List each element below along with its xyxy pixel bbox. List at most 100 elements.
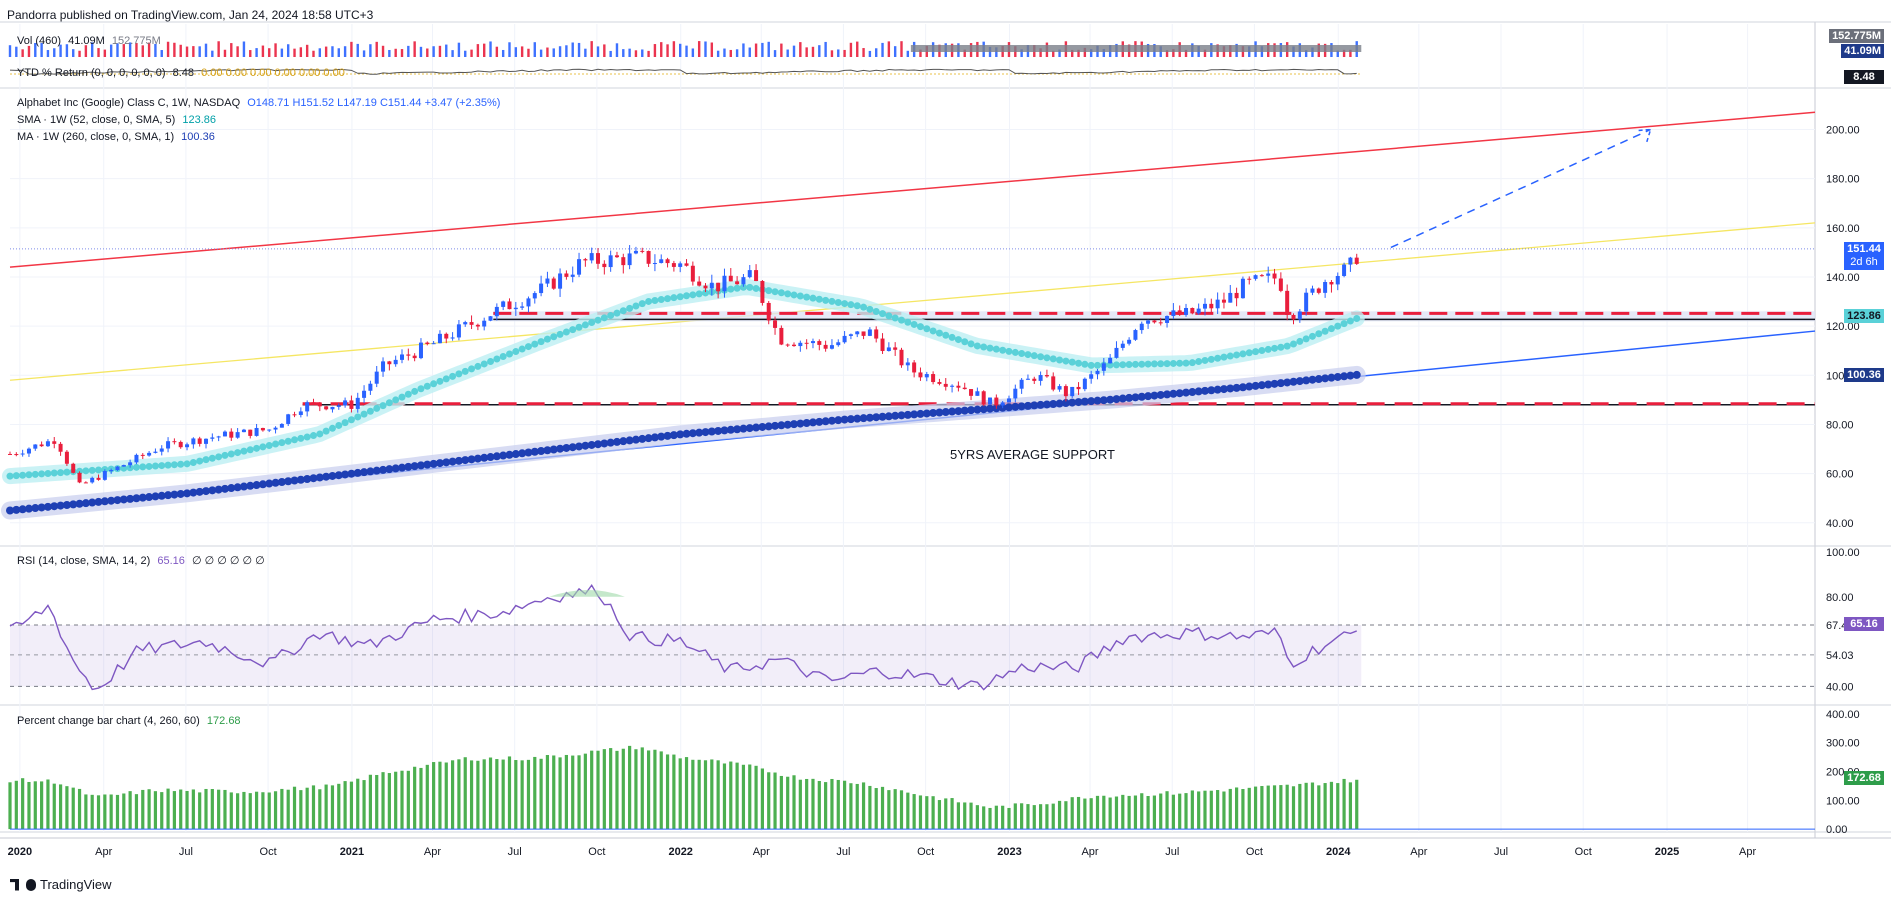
pct-change-bar <box>1140 793 1144 830</box>
pct-change-bar <box>520 760 524 830</box>
pct-change-bar <box>982 806 986 830</box>
candle-body <box>1329 281 1334 285</box>
ma260-point <box>979 405 988 414</box>
pct-change-bar <box>533 756 537 830</box>
pct-change-bar <box>1329 781 1334 830</box>
sma52-point <box>1119 361 1127 369</box>
ma260-point <box>1251 381 1260 390</box>
ma260-point <box>720 426 729 435</box>
pct-change-bar <box>330 785 335 830</box>
ma260-point <box>568 443 577 452</box>
candle-body <box>1291 314 1296 320</box>
candle-body <box>1285 290 1290 315</box>
pct-change-bar <box>362 780 366 830</box>
ma260-point <box>404 462 413 471</box>
candle-body <box>1221 299 1226 303</box>
ma260-point <box>379 465 388 474</box>
ma260-point <box>688 429 697 438</box>
candle-body <box>185 444 190 448</box>
pct-change-bar <box>280 788 284 830</box>
sma52-point <box>1112 361 1120 369</box>
sma52-point <box>1081 360 1089 368</box>
volume-bar <box>34 42 37 57</box>
sma52-point <box>240 447 248 455</box>
candle-body <box>842 335 847 343</box>
pct-change-bar <box>1083 798 1087 830</box>
candle-body <box>210 437 215 439</box>
volume-bar <box>394 48 397 57</box>
ma260-point <box>903 410 912 419</box>
ma260-point <box>1270 379 1279 388</box>
pct-change-bar <box>792 775 796 830</box>
candle-body <box>950 385 955 387</box>
candle-body <box>336 405 341 407</box>
ma260-point <box>1175 389 1184 398</box>
pct-change-bar <box>539 758 543 830</box>
ma260-point <box>290 476 299 485</box>
sma52-point <box>575 323 583 331</box>
volume-bar <box>887 41 891 57</box>
sma52-point <box>1308 332 1316 340</box>
pct-change-bar <box>21 778 25 830</box>
pct-change-bar <box>672 754 676 830</box>
candle-body <box>1000 402 1005 406</box>
ma260-point <box>682 429 691 438</box>
sma52-point <box>619 307 627 315</box>
candle-body <box>1063 386 1068 397</box>
pct-change-bar <box>65 786 69 830</box>
candle-body <box>627 253 632 266</box>
volume-bar <box>375 41 378 57</box>
pct-change-bar <box>84 794 88 830</box>
candle-body <box>918 372 923 378</box>
ma260-point <box>1302 376 1311 385</box>
volume-bar <box>261 45 265 57</box>
candle-body <box>482 320 487 327</box>
ma260-point <box>669 431 678 440</box>
pct-value: 172.68 <box>206 715 241 727</box>
pct-change-bar <box>286 789 290 830</box>
grid <box>0 21 1891 839</box>
ma260-point <box>100 497 109 506</box>
volume-bar <box>716 50 720 57</box>
volume-label: Vol (460) <box>17 35 62 47</box>
candle-body <box>1076 386 1081 390</box>
candle-body <box>1342 264 1347 276</box>
pct-change-bar <box>52 783 56 830</box>
pct-change-bar <box>906 792 910 830</box>
ma260-point <box>511 450 520 459</box>
pct-change-bar <box>1152 795 1157 830</box>
volume-bar <box>653 44 657 57</box>
ma260-point <box>227 484 236 493</box>
pct-change-bar <box>729 761 733 830</box>
volume-bar <box>78 50 81 57</box>
sma52-point <box>1131 360 1139 368</box>
sma52-point <box>1037 353 1045 361</box>
ma260-point <box>859 414 868 423</box>
candle-body <box>785 344 790 346</box>
sma52-point <box>341 419 349 427</box>
sma52-point <box>1125 361 1133 369</box>
ma260-point <box>43 502 52 511</box>
pct-change-bar <box>1228 788 1232 830</box>
pct-change-bar <box>438 761 442 830</box>
time-tick-label: 2025 <box>1655 846 1679 858</box>
sma52-point <box>1283 342 1291 350</box>
sma52-point <box>132 463 140 471</box>
ma260-point <box>391 464 400 473</box>
pct-change-bar <box>1032 805 1036 830</box>
sma52-point <box>683 292 691 300</box>
sma52-point <box>1062 357 1070 365</box>
pct-change-bar <box>975 805 979 830</box>
pct-change-bar <box>1038 804 1043 830</box>
pct-change-bar <box>394 771 398 830</box>
candle-body <box>836 342 841 346</box>
volume-bar <box>299 47 303 57</box>
price-badge-value: 151.44 <box>1847 243 1881 255</box>
pct-change-bar <box>1133 795 1138 830</box>
pct-change-bar <box>716 760 720 830</box>
pct-change-bar <box>387 773 391 830</box>
sma52-point <box>417 385 425 393</box>
ma260-point <box>157 491 166 500</box>
pct-change-bar <box>337 783 341 830</box>
